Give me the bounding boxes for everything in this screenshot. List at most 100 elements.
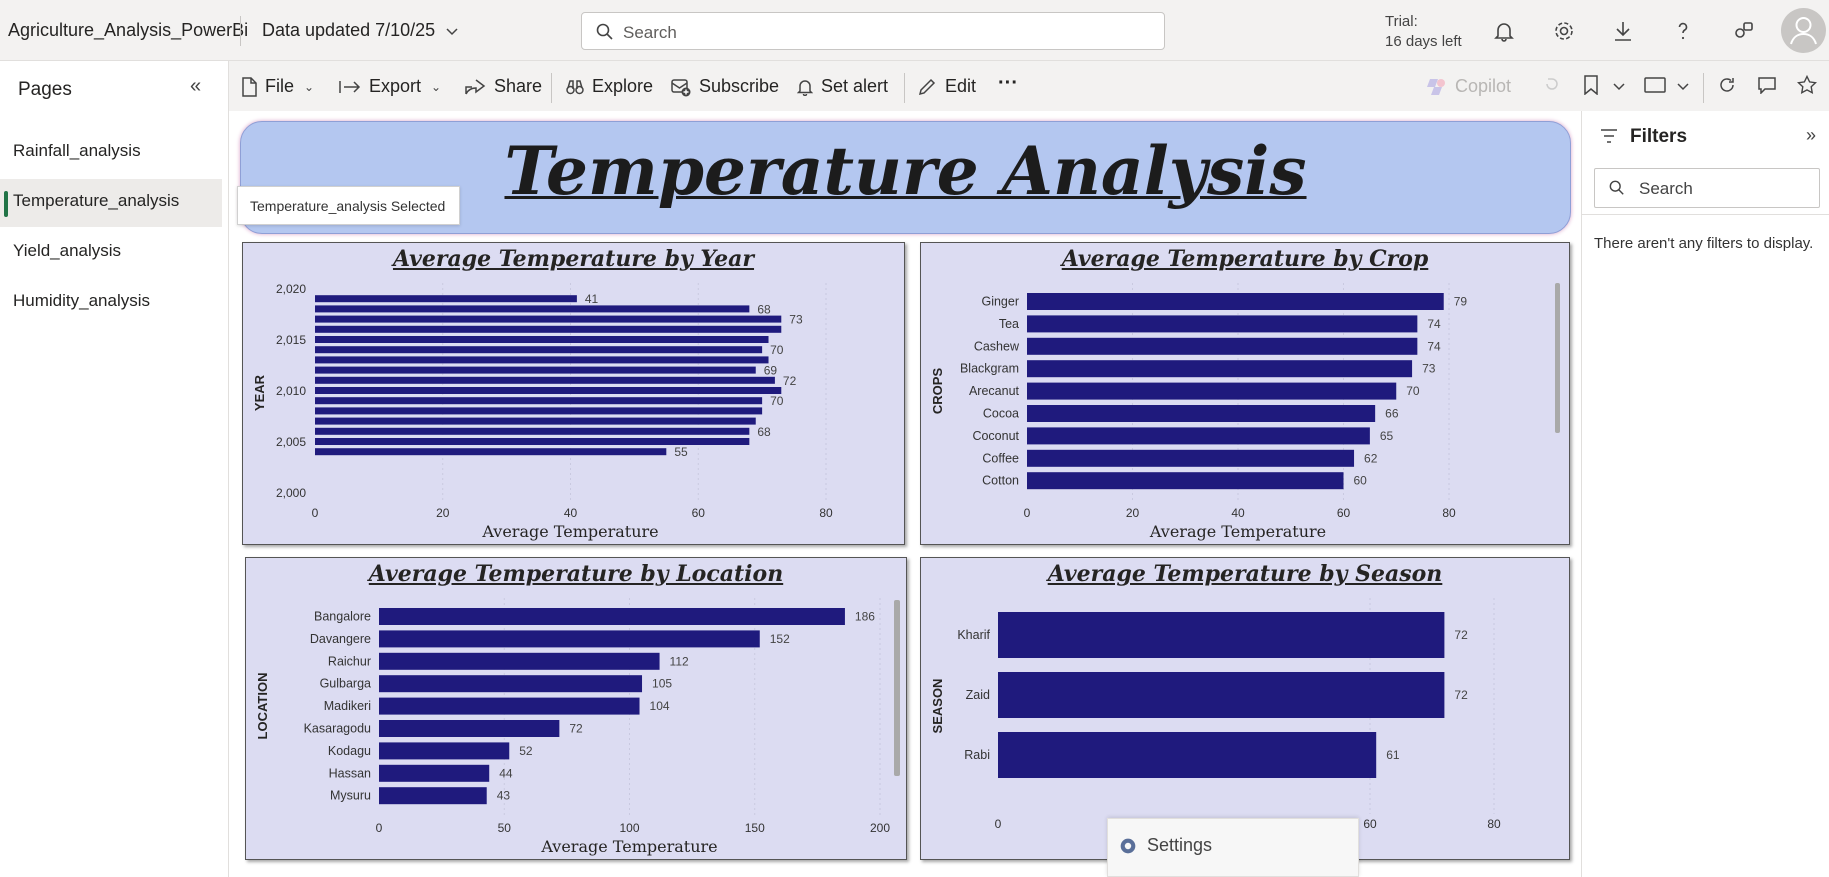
category-label: Kharif bbox=[957, 628, 990, 642]
y-tick-label: 2,000 bbox=[276, 486, 306, 500]
search-input[interactable]: Search bbox=[581, 12, 1165, 50]
copilot-label: Copilot bbox=[1455, 76, 1512, 96]
chart-card-location[interactable]: 0 50 100 150 200 Average Temperature LOCATION B… bbox=[245, 557, 907, 860]
download-icon[interactable] bbox=[1611, 19, 1635, 43]
data-label: 72 bbox=[1454, 688, 1468, 702]
chart-card-season[interactable]: 0 60 80 SEASON Kharif 72 Zaid 72 Rabi 61 Average … bbox=[920, 557, 1570, 860]
data-label: 72 bbox=[569, 722, 583, 736]
divider bbox=[904, 73, 905, 103]
category-label: Rabi bbox=[964, 748, 990, 762]
explore-button[interactable]: Explore bbox=[566, 76, 653, 97]
bar bbox=[315, 346, 763, 354]
bar-chart-year: 0 20 40 60 80 Average Temperature YEAR 2,020 2,0… bbox=[252, 282, 833, 541]
category-label: Ginger bbox=[981, 295, 1019, 309]
x-tick-label: 0 bbox=[995, 817, 1002, 831]
bar bbox=[315, 325, 782, 333]
bar bbox=[379, 720, 560, 737]
y-axis-label: SEASON bbox=[930, 679, 945, 734]
bar-chart-crop: 0 20 40 60 80 Average Temperature CROPS Ginger 7… bbox=[930, 283, 1560, 541]
subscribe-button[interactable]: Subscribe bbox=[671, 76, 779, 97]
chevron-down-icon[interactable] bbox=[1677, 79, 1689, 94]
data-label: 60 bbox=[1354, 474, 1368, 488]
filters-search-input[interactable]: Search bbox=[1594, 168, 1820, 208]
data-label: 44 bbox=[499, 766, 513, 780]
app-title[interactable]: Agriculture_Analysis_PowerBi bbox=[8, 20, 249, 40]
bar bbox=[379, 697, 640, 715]
page-selected-tooltip: Temperature_analysis Selected bbox=[237, 186, 460, 225]
category-label: Cashew bbox=[974, 339, 1020, 353]
command-bar: File ⌄ Export ⌄ Share Explore Subscribe Se… bbox=[229, 61, 1829, 111]
page-item-yield[interactable]: Yield_analysis bbox=[0, 229, 222, 277]
file-menu-button[interactable]: File ⌄ bbox=[241, 76, 314, 97]
set-alert-button[interactable]: Set alert bbox=[797, 76, 888, 97]
favorite-star-icon[interactable] bbox=[1796, 74, 1818, 100]
bar bbox=[315, 387, 782, 394]
chevron-down-icon[interactable] bbox=[1613, 79, 1625, 94]
scrollbar-thumb bbox=[1555, 283, 1560, 433]
category-label: Bangalore bbox=[314, 610, 371, 624]
data-label: 61 bbox=[1386, 748, 1400, 762]
data-label: 72 bbox=[1454, 628, 1468, 642]
bar-chart-season: 0 60 80 SEASON Kharif 72 Zaid 72 Rabi 61 bbox=[930, 598, 1501, 831]
share-people-icon[interactable] bbox=[1731, 19, 1755, 43]
category-label: Cotton bbox=[982, 474, 1019, 488]
x-axis-label: Average Temperature bbox=[1149, 522, 1326, 541]
refresh-icon[interactable] bbox=[1718, 76, 1736, 99]
chart-title: Average Temperature by Location bbox=[368, 561, 784, 587]
data-label: 112 bbox=[670, 654, 689, 668]
selected-indicator bbox=[4, 191, 8, 217]
reset-icon[interactable] bbox=[1543, 75, 1561, 98]
collapse-pane-icon[interactable]: « bbox=[190, 75, 202, 97]
chart-card-crop[interactable]: 0 20 40 60 80 Average Temperature CROPS Ginger 7… bbox=[920, 242, 1570, 545]
chevron-down-icon: ⌄ bbox=[431, 79, 442, 94]
report-banner: Temperature Analysis bbox=[240, 121, 1571, 234]
notifications-bell-icon[interactable] bbox=[1492, 19, 1516, 43]
chart-card-year[interactable]: 0 20 40 60 80 Average Temperature YEAR 2,020 2,0… bbox=[242, 242, 905, 545]
page-item-temperature[interactable]: Temperature_analysis bbox=[0, 179, 222, 227]
expand-pane-icon[interactable]: » bbox=[1806, 125, 1817, 145]
edit-label: Edit bbox=[945, 76, 977, 96]
page-item-humidity[interactable]: Humidity_analysis bbox=[0, 279, 222, 327]
search-icon bbox=[1609, 180, 1624, 195]
bar bbox=[315, 336, 769, 343]
more-options-button[interactable]: ··· bbox=[998, 72, 1018, 95]
data-updated-label[interactable]: Data updated 7/10/25 bbox=[262, 20, 436, 40]
divider bbox=[551, 73, 552, 103]
y-tick-label: 2,015 bbox=[276, 333, 306, 347]
edit-button[interactable]: Edit bbox=[917, 76, 976, 97]
bar bbox=[315, 356, 769, 364]
bookmark-icon[interactable] bbox=[1583, 75, 1599, 100]
help-icon[interactable] bbox=[1671, 19, 1695, 43]
bar bbox=[315, 427, 750, 435]
category-label: Madikeri bbox=[324, 699, 371, 713]
copilot-button[interactable]: Copilot bbox=[1425, 76, 1511, 97]
y-axis-label: LOCATION bbox=[255, 673, 270, 740]
export-menu-button[interactable]: Export ⌄ bbox=[339, 76, 441, 97]
y-axis-label: YEAR bbox=[252, 374, 267, 411]
x-tick-label: 150 bbox=[745, 821, 765, 835]
copilot-icon bbox=[1427, 78, 1445, 95]
bar bbox=[315, 448, 667, 456]
chevron-down-icon[interactable] bbox=[446, 24, 458, 39]
x-tick-label: 200 bbox=[870, 821, 890, 835]
category-label: Raichur bbox=[328, 654, 371, 668]
settings-popup[interactable]: Settings bbox=[1107, 818, 1359, 877]
share-button[interactable]: Share bbox=[464, 76, 542, 97]
x-tick-label: 0 bbox=[312, 506, 319, 520]
gear-icon[interactable] bbox=[1552, 19, 1576, 43]
bar bbox=[315, 376, 775, 384]
chart-title: Average Temperature by Season bbox=[1047, 561, 1443, 587]
view-icon[interactable] bbox=[1644, 77, 1666, 98]
page-item-rainfall[interactable]: Rainfall_analysis bbox=[0, 129, 222, 177]
trial-days-left: 16 days left bbox=[1385, 33, 1462, 50]
data-label: 72 bbox=[783, 374, 797, 388]
category-label: Hassan bbox=[329, 766, 371, 780]
bar bbox=[379, 742, 510, 760]
data-label: 70 bbox=[770, 343, 784, 357]
comment-icon[interactable] bbox=[1757, 76, 1777, 99]
bar bbox=[1027, 293, 1444, 310]
bar bbox=[1027, 382, 1397, 400]
category-label: Kasaragodu bbox=[304, 722, 371, 736]
avatar[interactable] bbox=[1781, 8, 1826, 53]
x-tick-label: 0 bbox=[376, 821, 383, 835]
